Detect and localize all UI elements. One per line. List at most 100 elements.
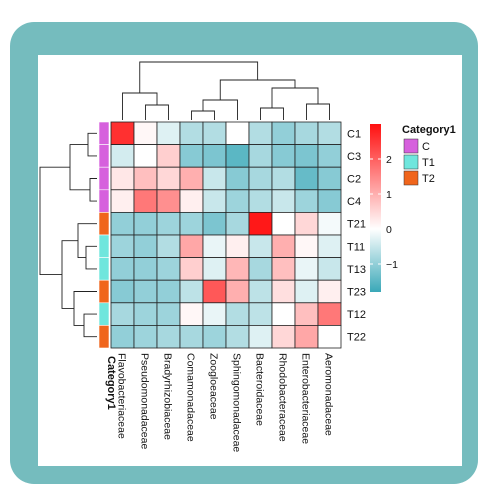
heatmap-cell [156, 166, 181, 191]
heatmap-cell [294, 257, 319, 281]
heatmap-cell [202, 324, 227, 349]
heatmap-cell [156, 279, 181, 304]
heatmap-cell [179, 211, 204, 236]
heatmap-cells [110, 121, 342, 349]
heatmap-cell [156, 144, 181, 168]
heatmap-cell [248, 234, 273, 259]
dendrogram-branch [87, 132, 97, 157]
heatmap-cell [248, 279, 273, 304]
dendrogram-branch [260, 107, 284, 120]
heatmap-cell [317, 257, 342, 281]
heatmap-cell [317, 144, 342, 168]
heatmap-cell [271, 189, 296, 213]
colorbar-tick-label: 2 [386, 154, 392, 166]
heatmap-cell [248, 302, 273, 326]
heatmap-cell [294, 189, 319, 213]
column-dendrogram [122, 61, 330, 120]
annotation-cell [98, 189, 110, 213]
heatmap-cell [202, 234, 227, 259]
annotation-cell [98, 121, 110, 145]
heatmap-cell [225, 211, 250, 236]
dendrogram-branch [191, 110, 215, 120]
heatmap-cell [294, 144, 319, 168]
heatmap-cell [225, 234, 250, 259]
heatmap-cell [110, 121, 135, 146]
heatmap-cell [317, 324, 342, 349]
dendrogram-branch [85, 245, 97, 270]
heatmap-cell [202, 302, 227, 326]
heatmap-cell [294, 302, 319, 326]
column-label: Zoogloeaceae [208, 353, 220, 420]
heatmap-cell [133, 234, 158, 259]
legend-label: C [422, 141, 430, 153]
heatmap-cell [110, 144, 135, 168]
heatmap-cell [133, 211, 158, 236]
heatmap-cell [156, 189, 181, 213]
annotation-cell [98, 325, 110, 349]
row-label: T22 [347, 332, 366, 344]
dendrogram-branch [271, 87, 319, 108]
heatmap-cell [110, 166, 135, 191]
heatmap-cell [248, 144, 273, 168]
colorbar-tick-label: 0 [386, 224, 392, 236]
column-label: Pseudomonadaceae [139, 353, 151, 449]
heatmap-cell [156, 257, 181, 281]
heatmap-cell [294, 166, 319, 191]
column-label: Flavobacteriaceae [116, 353, 128, 439]
column-label: Bradyrhizobiaceae [162, 353, 174, 440]
dendrogram-branch [145, 104, 169, 120]
heatmap-cell [294, 279, 319, 304]
heatmap-cell [179, 144, 204, 168]
dendrogram-branch [73, 291, 97, 326]
heatmap-cell [156, 121, 181, 146]
heatmap-cell [202, 189, 227, 213]
heatmap-cell [225, 144, 250, 168]
column-label: Bacteroidaceae [254, 353, 266, 426]
heatmap-cell [271, 302, 296, 326]
legend-swatch [403, 138, 419, 154]
row-label: T21 [347, 219, 366, 231]
heatmap-cell [225, 121, 250, 146]
dendrogram-branch [219, 79, 296, 100]
heatmap-cell [133, 144, 158, 168]
row-label: T11 [347, 241, 365, 253]
heatmap-cell [156, 324, 181, 349]
heatmap-cell [179, 166, 204, 191]
heatmap-cell [271, 324, 296, 349]
dendrogram-branch [69, 144, 90, 191]
row-dendrogram [39, 132, 97, 338]
heatmap-cell [271, 166, 296, 191]
heatmap-cell [294, 121, 319, 146]
heatmap-cell [110, 324, 135, 349]
heatmap-cell [225, 302, 250, 326]
heatmap-cell [225, 257, 250, 281]
heatmap-cell [317, 302, 342, 326]
heatmap-cell [133, 279, 158, 304]
heatmap-cell [179, 257, 204, 281]
column-labels: Flavobacteriaceae Pseudomonadaceae Bradyrh… [116, 353, 335, 452]
heatmap-cell [271, 257, 296, 281]
heatmap-cell [179, 189, 204, 213]
heatmap-cell [179, 324, 204, 349]
heatmap-cell [202, 257, 227, 281]
colorbar-tick-label: 1 [386, 189, 392, 201]
heatmap-cell [110, 211, 135, 236]
annotation-cell [98, 212, 110, 236]
annotation-cell [98, 302, 110, 326]
category-legend: Category1 C T1 T2 [402, 124, 456, 186]
row-label: T13 [347, 264, 366, 276]
row-label: T23 [347, 287, 366, 299]
dendrogram-branch [39, 166, 70, 275]
heatmap-cell [271, 144, 296, 168]
row-label: T12 [347, 309, 366, 321]
dendrogram-branch [202, 99, 238, 120]
dendrogram-branch [89, 178, 97, 202]
heatmap-cell [202, 144, 227, 168]
heatmap-cell [179, 279, 204, 304]
column-label: Sphingomonadaceae [231, 353, 243, 452]
heatmap-cell [133, 121, 158, 146]
heatmap-cell [317, 189, 342, 213]
dendrogram-branch [61, 240, 78, 309]
column-label: Rhodobacteraceae [277, 353, 289, 442]
